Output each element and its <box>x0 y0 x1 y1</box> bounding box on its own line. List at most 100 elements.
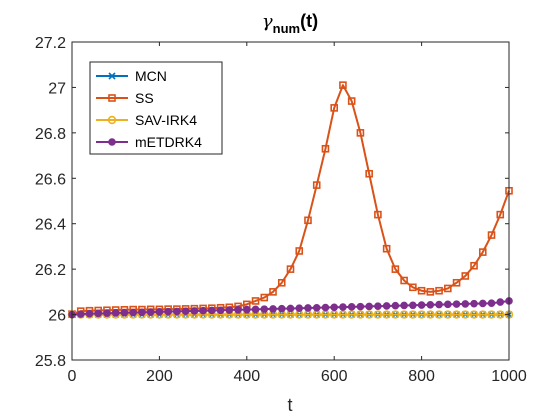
data-point-metdrk4 <box>417 301 426 309</box>
data-point-metdrk4 <box>391 301 400 310</box>
data-point-ss <box>391 265 400 273</box>
data-point-metdrk4 <box>225 306 234 314</box>
data-point-sav-irk4 <box>434 310 444 319</box>
data-point-ss <box>382 244 391 253</box>
legend-marker <box>108 138 116 146</box>
data-point-sav-irk4 <box>408 310 418 319</box>
data-point-metdrk4 <box>269 305 277 313</box>
data-point-metdrk4 <box>111 309 120 317</box>
data-point-metdrk4 <box>76 310 85 318</box>
data-point-ss <box>365 169 373 178</box>
data-point-ss <box>426 288 435 296</box>
x-tick-label: 200 <box>146 368 173 385</box>
x-axis-label: t <box>287 395 292 415</box>
data-point-metdrk4 <box>339 303 347 311</box>
legend: MCN SS SAV-IRK4 mETDRK4 <box>89 61 223 155</box>
y-tick-label: 26 <box>48 308 66 325</box>
data-point-metdrk4 <box>312 303 321 312</box>
data-point-metdrk4 <box>304 304 312 312</box>
data-point-ss <box>400 276 408 285</box>
data-point-metdrk4 <box>365 302 373 311</box>
data-point-ss <box>496 210 505 219</box>
data-point-ss <box>409 283 417 292</box>
data-point-metdrk4 <box>496 298 505 306</box>
data-point-sav-irk4 <box>347 310 356 319</box>
data-point-ss <box>356 129 365 137</box>
data-point-ss <box>487 231 496 239</box>
data-point-ss <box>435 286 443 295</box>
y-tick-label: 26.2 <box>35 262 66 279</box>
data-point-sav-irk4 <box>391 310 400 319</box>
y-tick-label: 26.6 <box>35 171 66 188</box>
data-point-ss <box>295 247 304 255</box>
legend-marker <box>108 94 116 102</box>
data-point-sav-irk4 <box>382 310 391 319</box>
data-point-sav-irk4 <box>443 310 453 319</box>
data-point-metdrk4 <box>426 301 435 309</box>
chart-title: γnum(t) <box>262 11 318 36</box>
data-point-ss <box>312 181 321 189</box>
data-point-ss <box>321 144 330 153</box>
data-point-sav-irk4 <box>469 310 479 319</box>
data-point-ss <box>461 272 470 280</box>
data-point-metdrk4 <box>85 309 94 318</box>
axes-box <box>71 41 510 361</box>
data-point-ss <box>444 284 452 293</box>
y-tick-label: 25.8 <box>35 353 66 370</box>
data-point-metdrk4 <box>164 307 172 316</box>
data-point-metdrk4 <box>94 309 103 318</box>
data-point-sav-irk4 <box>356 310 365 319</box>
data-point-metdrk4 <box>400 301 408 310</box>
data-point-sav-irk4 <box>373 310 383 319</box>
data-point-ss <box>417 286 426 295</box>
data-point-metdrk4 <box>181 307 190 315</box>
data-point-ss <box>251 297 260 305</box>
axis-ticks: 0 200 400 600 800 1000 25.8 26 26.2 26.4 26.6 26.8 2… <box>35 35 527 385</box>
data-point-sav-irk4 <box>461 310 470 319</box>
x-tick-label: 400 <box>233 368 260 385</box>
legend-label: mETDRK4 <box>135 134 202 150</box>
data-point-sav-irk4 <box>426 310 435 319</box>
data-point-ss <box>347 97 356 105</box>
data-point-metdrk4 <box>470 299 478 308</box>
y-tick-label: 27.2 <box>35 35 66 52</box>
data-point-ss <box>304 216 312 225</box>
data-point-metdrk4 <box>260 305 269 313</box>
title-subscript: num <box>273 21 300 36</box>
legend-marker <box>107 115 117 125</box>
data-point-sav-irk4 <box>478 310 487 319</box>
data-point-ss <box>269 288 277 296</box>
title-symbol: γ <box>262 11 273 32</box>
x-tick-label: 600 <box>321 368 348 385</box>
data-point-metdrk4 <box>374 302 382 310</box>
data-point-sav-irk4 <box>496 310 505 319</box>
data-point-metdrk4 <box>356 302 365 311</box>
legend-item-mcn: MCN <box>96 68 167 84</box>
data-point-metdrk4 <box>146 308 155 316</box>
data-point-metdrk4 <box>155 308 164 316</box>
data-point-metdrk4 <box>103 309 111 318</box>
data-point-metdrk4 <box>452 300 461 308</box>
data-point-sav-irk4 <box>364 310 374 319</box>
data-point-metdrk4 <box>444 300 452 309</box>
data-point-ss <box>339 81 347 89</box>
legend-item-metdrk4: mETDRK4 <box>96 134 202 150</box>
data-point-metdrk4 <box>487 299 496 308</box>
data-point-metdrk4 <box>435 300 443 309</box>
data-point-ss <box>470 261 478 270</box>
legend-item-ss: SS <box>96 90 154 106</box>
y-tick-label: 26.4 <box>35 217 66 234</box>
data-point-metdrk4 <box>199 306 207 315</box>
data-point-ss <box>330 104 339 112</box>
data-point-metdrk4 <box>277 304 286 313</box>
x-tick-label: 800 <box>408 368 435 385</box>
x-tick-label: 0 <box>68 368 77 385</box>
x-tick-label: 1000 <box>491 368 527 385</box>
data-point-metdrk4 <box>208 306 216 315</box>
data-point-sav-irk4 <box>330 310 339 319</box>
data-point-metdrk4 <box>409 301 417 310</box>
data-point-ss <box>452 278 461 287</box>
data-point-metdrk4 <box>330 303 339 312</box>
data-point-metdrk4 <box>295 304 304 313</box>
